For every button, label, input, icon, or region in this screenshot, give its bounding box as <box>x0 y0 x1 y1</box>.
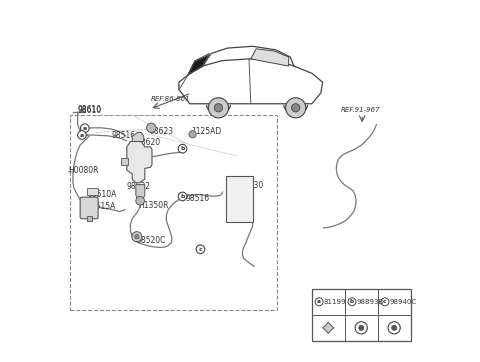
Circle shape <box>132 232 142 242</box>
Circle shape <box>146 123 156 132</box>
Text: 98623: 98623 <box>149 127 174 136</box>
FancyBboxPatch shape <box>80 197 98 219</box>
Polygon shape <box>136 185 145 199</box>
Text: 98516: 98516 <box>112 131 136 140</box>
Polygon shape <box>323 322 334 333</box>
Text: a: a <box>80 132 84 138</box>
Text: c: c <box>199 247 203 252</box>
Text: 98893B: 98893B <box>357 299 384 305</box>
Polygon shape <box>127 142 152 183</box>
Circle shape <box>135 235 139 239</box>
Bar <box>71 114 277 310</box>
Text: b: b <box>180 194 185 199</box>
Text: H0080R: H0080R <box>68 167 99 176</box>
Text: a: a <box>83 126 87 131</box>
Circle shape <box>381 298 389 306</box>
Polygon shape <box>132 132 144 142</box>
Text: 98930: 98930 <box>240 181 264 190</box>
Bar <box>121 158 128 165</box>
Text: 98940C: 98940C <box>390 299 417 305</box>
Text: 98510A: 98510A <box>87 190 117 199</box>
Polygon shape <box>188 55 208 74</box>
Circle shape <box>286 98 306 118</box>
Text: 1125AD: 1125AD <box>192 127 222 136</box>
Circle shape <box>189 131 196 138</box>
Bar <box>87 188 98 195</box>
Bar <box>312 289 410 341</box>
Circle shape <box>178 192 187 201</box>
Text: 98620: 98620 <box>137 138 161 147</box>
Circle shape <box>315 298 323 306</box>
Circle shape <box>136 197 144 205</box>
Bar <box>226 176 252 222</box>
Circle shape <box>178 144 187 153</box>
Circle shape <box>214 104 223 112</box>
Text: 81199: 81199 <box>324 299 346 305</box>
Text: b: b <box>180 146 185 151</box>
Circle shape <box>291 104 300 112</box>
Bar <box>86 216 92 221</box>
Circle shape <box>81 124 89 132</box>
Text: REF.91-967: REF.91-967 <box>341 108 380 113</box>
Text: c: c <box>383 299 387 304</box>
Circle shape <box>78 131 86 139</box>
Text: REF.86-861: REF.86-861 <box>151 96 191 102</box>
Text: H1350R: H1350R <box>139 201 169 210</box>
Circle shape <box>208 98 228 118</box>
Text: b: b <box>350 299 354 304</box>
Text: 98610: 98610 <box>78 105 102 114</box>
Text: 98516: 98516 <box>185 194 210 203</box>
Text: 98622: 98622 <box>126 182 150 191</box>
Text: 98610: 98610 <box>78 106 102 115</box>
Polygon shape <box>251 49 289 66</box>
Circle shape <box>348 298 356 306</box>
Circle shape <box>392 325 396 331</box>
Text: a: a <box>317 299 321 304</box>
Circle shape <box>196 245 205 253</box>
Text: 98520C: 98520C <box>137 236 166 245</box>
Text: 98515A: 98515A <box>86 202 116 211</box>
Circle shape <box>359 325 364 331</box>
